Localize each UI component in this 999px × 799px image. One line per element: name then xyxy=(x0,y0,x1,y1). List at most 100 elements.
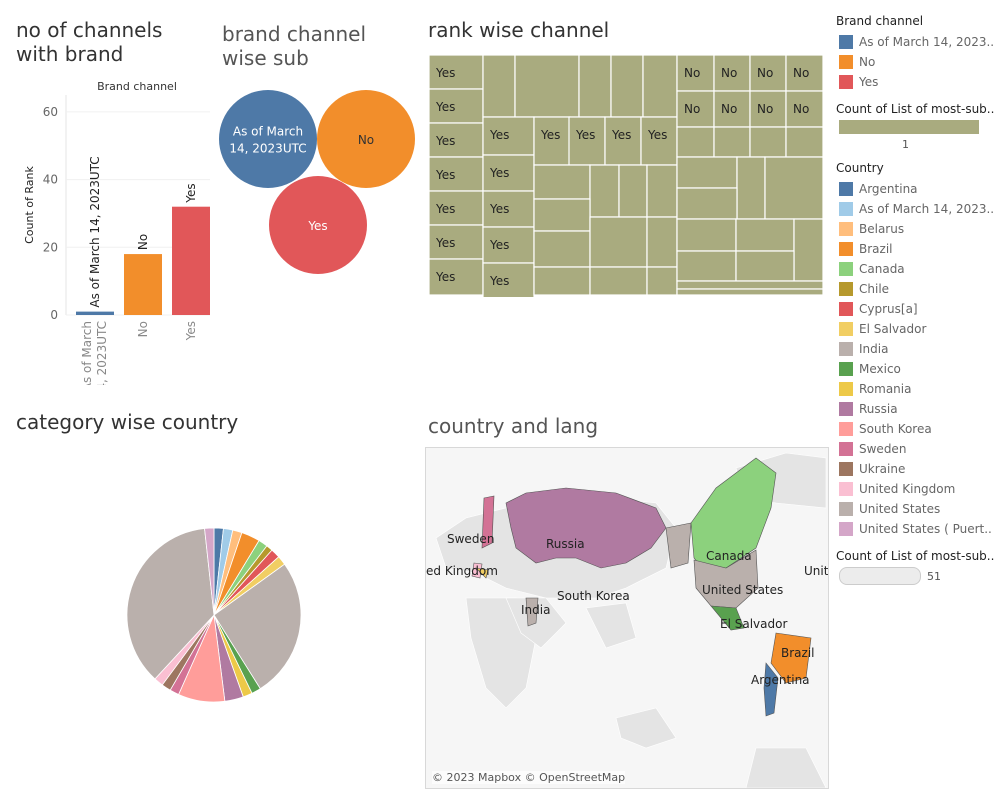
map-country-mexico[interactable] xyxy=(710,605,745,631)
bar[interactable] xyxy=(76,311,114,315)
country-legend-item[interactable]: Mexico xyxy=(836,359,996,379)
country-legend-item[interactable]: Romania xyxy=(836,379,996,399)
map-land xyxy=(615,707,677,749)
country-legend-item[interactable]: Belarus xyxy=(836,219,996,239)
treemap-cell-label: Yes xyxy=(435,202,455,216)
brand-legend-item[interactable]: Yes xyxy=(836,72,996,92)
treemap-cell[interactable] xyxy=(764,156,824,220)
map-country-alaska[interactable] xyxy=(665,522,692,569)
bubble-label: 14, 2023UTC xyxy=(229,142,306,156)
country-legend-item[interactable]: Sweden xyxy=(836,439,996,459)
treemap-cell[interactable] xyxy=(533,230,591,268)
treemap-cell-label: Yes xyxy=(489,202,509,216)
treemap-cell[interactable] xyxy=(429,258,484,296)
treemap-cell[interactable] xyxy=(676,156,738,189)
brand-legend-item[interactable]: As of March 14, 2023.. xyxy=(836,32,996,52)
country-legend-item[interactable]: El Salvador xyxy=(836,319,996,339)
treemap-cell[interactable] xyxy=(429,55,484,90)
bar[interactable] xyxy=(124,254,162,315)
treemap-cell[interactable] xyxy=(533,266,591,296)
bubble[interactable] xyxy=(269,176,367,274)
treemap-cell[interactable] xyxy=(793,218,824,282)
treemap-cell[interactable] xyxy=(642,55,678,118)
treemap-cell[interactable] xyxy=(749,126,787,158)
treemap-cell[interactable] xyxy=(735,218,795,252)
treemap-cell[interactable] xyxy=(713,126,751,158)
pie-slice[interactable] xyxy=(126,528,215,680)
treemap-cell[interactable] xyxy=(429,88,484,124)
legend-panel: Brand channel As of March 14, 2023.. No Ye… xyxy=(836,14,996,595)
country-legend-item[interactable]: Canada xyxy=(836,259,996,279)
map-country-romania[interactable] xyxy=(475,567,489,579)
legend-label: United States ( Puert.. xyxy=(859,522,992,536)
map-country-argentina[interactable] xyxy=(763,662,779,717)
treemap-cell[interactable] xyxy=(736,156,766,220)
treemap-cell[interactable] xyxy=(646,164,678,218)
treemap-cell[interactable] xyxy=(618,164,648,218)
treemap-cell[interactable] xyxy=(533,198,591,232)
treemap-cell[interactable] xyxy=(785,126,824,158)
brand-legend-item[interactable]: No xyxy=(836,52,996,72)
country-legend-item[interactable]: Cyprus[a] xyxy=(836,299,996,319)
map-country-india[interactable] xyxy=(525,597,539,627)
map-country-sweden[interactable] xyxy=(481,495,495,549)
map-country-united-states[interactable] xyxy=(693,549,759,609)
treemap-cell[interactable] xyxy=(482,55,516,118)
bubble[interactable] xyxy=(219,90,317,188)
treemap-cell[interactable] xyxy=(578,55,612,118)
treemap-cell[interactable] xyxy=(713,90,751,128)
treemap-cell[interactable] xyxy=(646,266,678,296)
treemap-cell[interactable] xyxy=(589,216,648,268)
country-legend-item[interactable]: India xyxy=(836,339,996,359)
treemap-cell[interactable] xyxy=(482,226,535,264)
treemap-cell[interactable] xyxy=(429,224,484,260)
pie-slice[interactable] xyxy=(213,563,302,690)
treemap-cell[interactable] xyxy=(676,250,737,282)
treemap-cell[interactable] xyxy=(514,55,580,118)
country-legend-item[interactable]: As of March 14, 2023.. xyxy=(836,199,996,219)
map-country-brazil[interactable] xyxy=(770,632,812,684)
country-legend-item[interactable]: Chile xyxy=(836,279,996,299)
treemap-cell[interactable] xyxy=(676,218,737,252)
map-country-russia[interactable] xyxy=(505,487,667,569)
treemap-cell[interactable] xyxy=(533,164,591,200)
treemap-cell[interactable] xyxy=(676,55,715,92)
treemap-cell[interactable] xyxy=(589,164,620,218)
treemap-cell[interactable] xyxy=(676,280,824,290)
treemap-cell[interactable] xyxy=(482,190,535,228)
bubble[interactable] xyxy=(317,90,415,188)
treemap-cell[interactable] xyxy=(482,262,535,297)
country-legend-item[interactable]: United Kingdom xyxy=(836,479,996,499)
treemap-cell[interactable] xyxy=(676,187,738,220)
country-legend-item[interactable]: United States ( Puert.. xyxy=(836,519,996,539)
legend-label: As of March 14, 2023.. xyxy=(859,202,995,216)
legend-label: As of March 14, 2023.. xyxy=(859,35,995,49)
map-label: Canada xyxy=(706,549,752,563)
bar[interactable] xyxy=(172,206,210,315)
map-country-united-kingdom[interactable] xyxy=(471,562,483,579)
bubble-chart-title: brand channel wise sub xyxy=(222,22,367,70)
treemap-cell[interactable] xyxy=(429,122,484,158)
treemap-cell[interactable] xyxy=(735,250,795,282)
bar-ylabel: Count of Rank xyxy=(23,165,36,243)
treemap-cell[interactable] xyxy=(785,90,824,128)
country-map[interactable]: Sweden Russia ed Kingdom South Korea India Ca… xyxy=(425,447,829,789)
treemap-cell[interactable] xyxy=(676,126,715,158)
country-legend-item[interactable]: Brazil xyxy=(836,239,996,259)
country-legend-item[interactable]: Russia xyxy=(836,399,996,419)
treemap-cell[interactable] xyxy=(568,116,606,166)
treemap-cell[interactable] xyxy=(589,266,648,296)
treemap-cell[interactable] xyxy=(749,55,787,92)
country-legend-item[interactable]: United States xyxy=(836,499,996,519)
country-legend-item[interactable]: Ukraine xyxy=(836,459,996,479)
treemap-cell[interactable] xyxy=(429,190,484,226)
treemap-cell[interactable] xyxy=(610,55,644,118)
treemap-cell[interactable] xyxy=(482,116,535,156)
treemap-cell[interactable] xyxy=(713,55,751,92)
treemap-cell[interactable] xyxy=(676,288,824,296)
treemap-cell[interactable] xyxy=(533,116,571,166)
country-legend-item[interactable]: South Korea xyxy=(836,419,996,439)
pie-slice[interactable] xyxy=(204,527,215,616)
treemap-cell[interactable] xyxy=(646,216,678,268)
country-legend-item[interactable]: Argentina xyxy=(836,179,996,199)
